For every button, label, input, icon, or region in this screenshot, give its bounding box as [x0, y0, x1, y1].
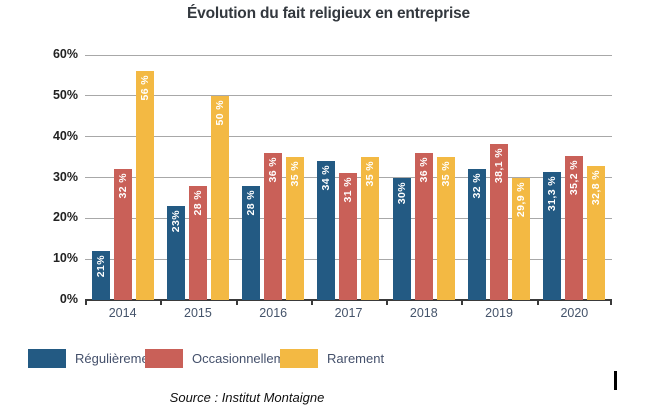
- year-label-2020: 2020: [560, 306, 589, 320]
- bar-value-label: 35,2 %: [568, 160, 581, 196]
- bar-régulièrement-2014: 21%: [91, 251, 110, 300]
- bar-régulièrement-2019: 32 %: [468, 169, 487, 300]
- y-axis-label-40: 40%: [52, 128, 78, 143]
- bar-value-label: 34 %: [320, 165, 333, 191]
- year-label-2019: 2019: [485, 306, 513, 320]
- plot-area: 21% 32 % 56 % 23% 28 % 50 % 28 % 36 % 35 % 34 % 31…: [85, 54, 612, 305]
- y-axis-label-50: 50%: [52, 87, 78, 102]
- bar-régulièrement-2020: 31,3 %: [543, 172, 562, 300]
- x-axis-line: [85, 299, 612, 301]
- y-axis-label-10: 10%: [52, 251, 78, 266]
- bar-group-2014: 21% 32 % 56 %: [85, 55, 160, 300]
- year-label-2018: 2018: [409, 306, 438, 320]
- bar-rarement-2015: 50 %: [210, 95, 229, 300]
- y-axis-label-20: 20%: [52, 210, 78, 225]
- bar-value-label: 35 %: [289, 161, 302, 187]
- bar-régulièrement-2016: 28 %: [242, 185, 261, 300]
- bar-régulièrement-2017: 34 %: [317, 161, 336, 300]
- bar-régulièrement-2015: 23%: [166, 206, 185, 300]
- gridline-60: [85, 54, 612, 56]
- gridline-50: [85, 95, 612, 97]
- bar-occasionnellement-2014: 32 %: [113, 169, 132, 300]
- bar-occasionnellement-2017: 31 %: [339, 173, 358, 300]
- legend-label: Occasionnellement: [192, 351, 303, 366]
- year-label-2015: 2015: [184, 306, 212, 320]
- x-axis-tick: [235, 300, 238, 305]
- text-cursor-artifact: [614, 371, 617, 390]
- x-axis-tick: [85, 300, 87, 305]
- x-axis-tick: [310, 300, 313, 305]
- x-axis-tick: [536, 300, 539, 305]
- year-label-2014: 2014: [108, 306, 137, 320]
- x-axis-tick: [160, 300, 163, 305]
- y-axis-label-60: 60%: [52, 47, 78, 61]
- bar-group-2018: 30% 36 % 35 %: [386, 55, 461, 300]
- y-axis-label-0: 0%: [59, 292, 78, 306]
- bar-value-label: 50 %: [213, 99, 226, 126]
- chart-title: Évolution du fait religieux en entrepris…: [187, 5, 470, 22]
- bar-rarement-2017: 35 %: [361, 157, 380, 300]
- x-axis-tick: [386, 300, 389, 305]
- bar-value-label: 35 %: [364, 161, 377, 187]
- legend-swatch-occasionnellement: [145, 349, 183, 368]
- bar-rarement-2019: 29,9 %: [512, 177, 531, 300]
- legend-item-occasionnellement: Occasionnellement: [145, 349, 303, 368]
- legend-item-régulièrement: Régulièrement: [28, 349, 160, 368]
- bar-value-label: 23%: [169, 210, 182, 233]
- legend: Régulièrement Occasionnellement Rarement: [0, 349, 657, 371]
- bar-value-label: 36 %: [417, 157, 430, 183]
- bar-value-label: 32 %: [471, 173, 484, 199]
- bar-group-2017: 34 % 31 % 35 %: [311, 55, 386, 300]
- source-caption: Source : Institut Montaigne: [169, 390, 325, 405]
- bar-value-label: 31 %: [342, 177, 355, 203]
- bar-value-label: 28 %: [191, 189, 204, 216]
- legend-swatch-rarement: [280, 349, 318, 368]
- legend-swatch-régulièrement: [28, 349, 66, 368]
- legend-label: Régulièrement: [75, 351, 160, 366]
- year-label-2016: 2016: [259, 306, 288, 320]
- bar-régulièrement-2018: 30%: [392, 177, 411, 300]
- bar-group-2020: 31,3 % 35,2 % 32,8 %: [537, 55, 612, 300]
- bar-value-label: 28 %: [245, 189, 258, 216]
- bar-value-label: 36 %: [267, 157, 280, 183]
- bar-rarement-2014: 56 %: [135, 71, 154, 300]
- bar-occasionnellement-2018: 36 %: [414, 153, 433, 300]
- bar-value-label: 29,9 %: [515, 181, 528, 218]
- bar-rarement-2020: 32,8 %: [587, 166, 606, 300]
- bar-group-2015: 23% 28 % 50 %: [160, 55, 235, 300]
- bar-value-label: 21%: [94, 255, 107, 278]
- legend-item-rarement: Rarement: [280, 349, 384, 368]
- bar-group-2019: 32 % 38,1 % 29,9 %: [461, 55, 536, 300]
- x-axis-tick: [461, 300, 464, 305]
- bar-rarement-2018: 35 %: [436, 157, 455, 300]
- bar-value-label: 38,1 %: [493, 148, 506, 184]
- gridline-40: [85, 136, 612, 138]
- bar-value-label: 31,3 %: [546, 176, 559, 212]
- year-label-2017: 2017: [334, 306, 363, 320]
- legend-label: Rarement: [327, 351, 385, 366]
- y-axis-label-30: 30%: [52, 169, 78, 184]
- bar-occasionnellement-2016: 36 %: [264, 153, 283, 300]
- bar-occasionnellement-2015: 28 %: [188, 185, 207, 300]
- bar-value-label: 56 %: [138, 75, 151, 101]
- bar-rarement-2016: 35 %: [286, 157, 305, 300]
- bar-occasionnellement-2019: 38,1 %: [490, 144, 509, 300]
- bar-occasionnellement-2020: 35,2 %: [565, 156, 584, 300]
- x-axis-tick: [610, 300, 612, 305]
- bar-value-label: 32,8 %: [590, 170, 603, 206]
- bar-value-label: 30%: [395, 181, 408, 204]
- bar-group-2016: 28 % 36 % 35 %: [236, 55, 311, 300]
- bar-value-label: 35 %: [439, 161, 452, 187]
- bar-value-label: 32 %: [116, 173, 129, 199]
